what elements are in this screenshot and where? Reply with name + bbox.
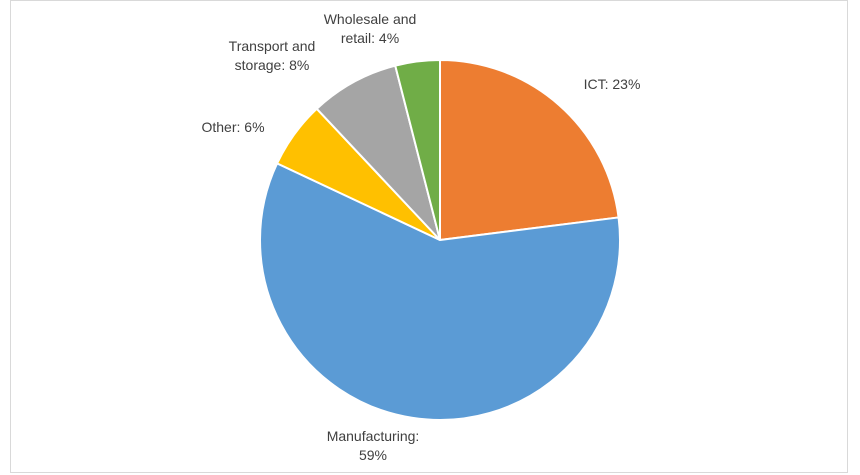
pie-slice	[259, 162, 621, 421]
data-label: Transport and storage: 8%	[228, 38, 316, 73]
pie-slice	[315, 64, 441, 241]
data-label: Other: 6%	[201, 119, 265, 135]
pie-slice	[439, 58, 620, 242]
data-label: Wholesale and retail: 4%	[323, 11, 417, 46]
chart-frame	[10, 0, 848, 473]
pie-slice	[394, 58, 441, 241]
data-label: ICT: 23%	[583, 76, 641, 92]
data-label: Manufacturing: 59%	[326, 428, 420, 463]
